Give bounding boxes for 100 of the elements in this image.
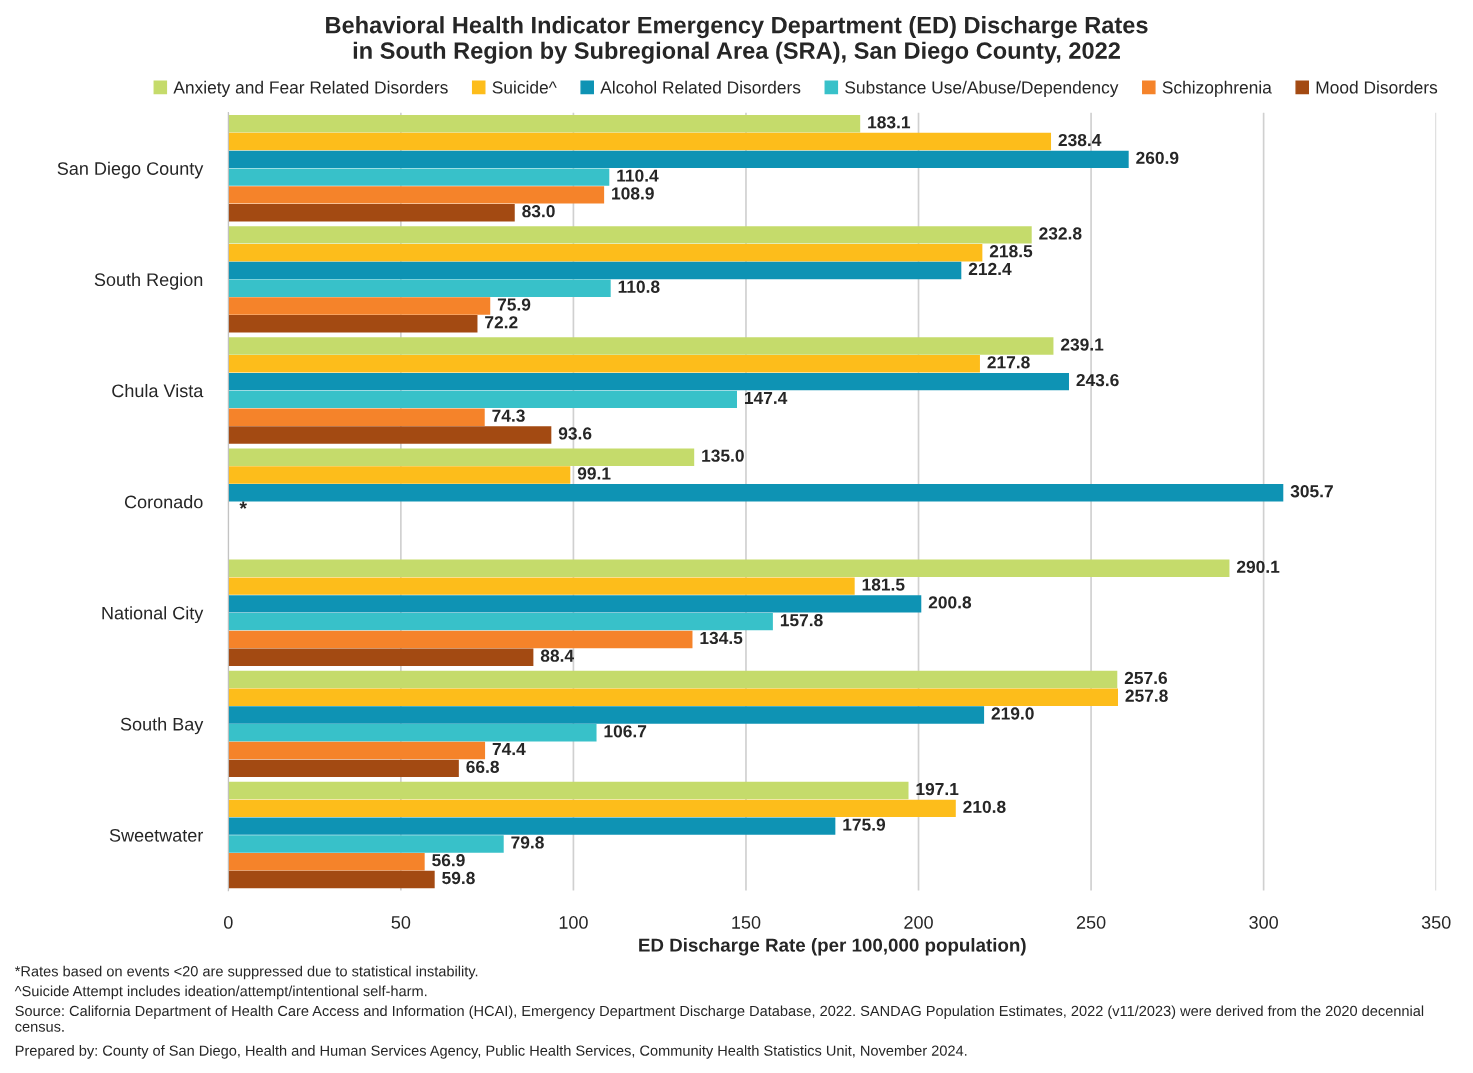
data-label: 305.7	[1290, 485, 1333, 498]
y-tick-label: South Bay	[120, 717, 204, 735]
data-label: 72.2	[485, 316, 518, 329]
data-label: 134.5	[700, 631, 743, 645]
bar	[228, 168, 610, 186]
bar	[228, 150, 1129, 169]
text: *Rates based on events <20 are suppressed due to statistical instability.	[14, 965, 478, 980]
bar	[228, 835, 504, 853]
data-label: 59.8	[442, 871, 475, 885]
data-label: 83.0	[522, 205, 555, 218]
data-label: 257.8	[1125, 689, 1168, 702]
text: Prepared by: County of San Diego, Health and Human Services Agency, Public Health Services, Community Health Statistics Unit, November 2024.	[15, 1045, 967, 1059]
x-tick-label: 250	[1076, 916, 1106, 929]
x-axis-title: ED Discharge Rate (per 100,000 population)	[639, 937, 1026, 956]
data-label: 197.1	[916, 782, 959, 796]
bar	[228, 706, 985, 724]
y-tick-label: National City	[102, 606, 204, 624]
bar	[228, 870, 435, 889]
legend-label: Alcohol Related Disorders	[600, 80, 801, 94]
data-label: 157.8	[780, 614, 823, 627]
data-label: 147.4	[744, 391, 788, 404]
bar	[228, 279, 611, 297]
legend-label: Substance Use/Abuse/Dependency	[845, 80, 1119, 98]
x-tick-label: 0	[224, 916, 233, 929]
bar	[228, 577, 855, 595]
data-label: 75.9	[497, 298, 531, 311]
y-tick-label: Sweetwater	[109, 828, 204, 842]
data-label: 93.6	[558, 427, 592, 440]
data-label: 239.1	[1060, 338, 1104, 351]
text: ^Suicide Attempt includes ideation/attempt/intentional self-harm.	[14, 985, 427, 1000]
data-label: 74.4	[492, 743, 526, 756]
bar	[228, 390, 737, 409]
data-label: 56.9	[432, 854, 465, 867]
x-tick-label: 200	[904, 916, 933, 929]
legend-label: Suicide^	[492, 80, 557, 94]
bar	[228, 297, 491, 315]
bar	[228, 337, 1054, 355]
x-tick-label: 50	[391, 916, 411, 929]
data-label: 110.8	[618, 280, 660, 293]
bar	[228, 261, 962, 280]
chart-title: Behavioral Health Indicator Emergency Department (ED) Discharge Rates in South Region by Subregional Area (SRA), San Diego County, 2022	[326, 16, 1148, 64]
bar	[228, 781, 909, 800]
bar	[228, 724, 597, 742]
bar	[228, 595, 922, 613]
bar	[228, 852, 425, 871]
bar	[228, 466, 571, 484]
x-tick-label: 300	[1249, 916, 1278, 929]
data-label: 210.8	[963, 800, 1006, 814]
bar	[228, 448, 695, 466]
bar	[228, 315, 478, 333]
bar	[228, 484, 1284, 502]
bar	[228, 648, 534, 666]
y-tick-label: San Diego County	[57, 161, 204, 179]
data-label: 88.4	[540, 649, 574, 662]
data-label: 232.8	[1039, 227, 1082, 240]
x-tick-label: 150	[732, 916, 761, 929]
bar	[228, 612, 773, 631]
data-label: 79.8	[511, 836, 544, 849]
data-label: 181.5	[862, 578, 905, 591]
y-tick-label: South Region	[94, 272, 203, 290]
bar	[228, 799, 956, 818]
data-label: 217.8	[987, 356, 1030, 369]
bar	[228, 132, 1052, 151]
bar	[228, 670, 1118, 689]
bar	[228, 688, 1118, 706]
x-tick-label: 350	[1421, 916, 1451, 929]
bar	[228, 186, 605, 204]
data-label: 257.6	[1124, 671, 1168, 685]
data-label: 212.4	[968, 262, 1012, 275]
bar	[228, 630, 693, 649]
data-label: 99.1	[577, 467, 611, 480]
bar	[228, 817, 836, 835]
annotation: *	[239, 501, 247, 509]
bar	[228, 759, 459, 778]
bar	[228, 243, 983, 262]
data-label: 175.9	[843, 818, 886, 831]
data-label: 200.8	[928, 596, 972, 609]
data-label: 218.5	[989, 245, 1033, 258]
bar	[228, 372, 1069, 391]
bar	[228, 115, 861, 133]
bar	[228, 559, 1230, 578]
data-label: 108.9	[612, 187, 654, 200]
data-label: 183.1	[868, 116, 911, 129]
data-label: 110.4	[617, 169, 659, 182]
data-label: 74.3	[492, 409, 525, 422]
data-label: 290.1	[1236, 560, 1280, 573]
bar	[228, 203, 515, 222]
data-label: 238.4	[1058, 133, 1102, 147]
bar	[228, 408, 485, 426]
bar	[228, 226, 1032, 244]
x-tick-label: 100	[559, 916, 588, 929]
data-label: 106.7	[604, 725, 647, 738]
legend-label: Schizophrenia	[1162, 80, 1272, 98]
data-label: 66.8	[466, 760, 499, 774]
data-label: 219.0	[991, 707, 1034, 720]
data-label: 135.0	[702, 449, 744, 462]
bar	[228, 426, 552, 444]
source-note: Source: California Department of Health Care Access and Information (HCAI), Emergency Department Discharge Database, 2022. SANDAG Population Estimates, 2022 (v11/2023) were derived from the 2020 decennial census.	[15, 1005, 1424, 1032]
y-tick-label: Chula Vista	[112, 383, 204, 398]
legend-label: Anxiety and Fear Related Disorders	[173, 80, 448, 98]
